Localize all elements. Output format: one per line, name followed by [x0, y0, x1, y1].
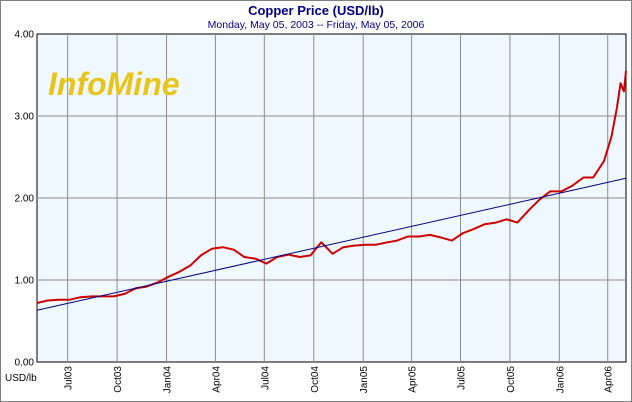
x-tick-label: Apr04	[211, 366, 222, 393]
x-tick-label: Jul04	[260, 366, 271, 390]
trend-line	[36, 177, 627, 311]
x-tick-label: Oct05	[506, 366, 517, 393]
x-tick-label: Jul03	[64, 366, 75, 390]
y-axis-label: USD/lb	[5, 373, 37, 384]
infomine-watermark: InfoMine	[48, 66, 180, 102]
x-tick-label: Apr06	[604, 366, 615, 393]
y-tick-label: 0.00	[15, 358, 35, 369]
x-tick-label: Apr05	[408, 366, 419, 393]
grid-lines	[37, 34, 626, 362]
x-tick-label: Jan05	[359, 366, 370, 394]
chart-subtitle: Monday, May 05, 2003 -- Friday, May 05, …	[208, 19, 425, 31]
y-tick-label: 2.00	[15, 194, 35, 205]
x-tick-label: Jul05	[456, 366, 467, 390]
x-axis: Jul03 Oct03 Jan04 Apr04 Jul04 Oct04 Jan05 Apr05…	[64, 366, 615, 394]
y-tick-label: 4.00	[15, 30, 35, 41]
x-tick-label: Oct04	[310, 366, 321, 393]
y-tick-label: 3.00	[15, 112, 35, 123]
x-tick-label: Jan04	[163, 366, 174, 394]
y-axis: 0.00 1.00 2.00 3.00 4.00	[15, 30, 35, 369]
series-layer	[36, 70, 627, 311]
y-tick-label: 1.00	[15, 276, 35, 287]
chart-title: Copper Price (USD/lb)	[248, 3, 384, 18]
x-tick-label: Jan06	[555, 366, 566, 394]
x-tick-label: Oct03	[113, 366, 124, 393]
